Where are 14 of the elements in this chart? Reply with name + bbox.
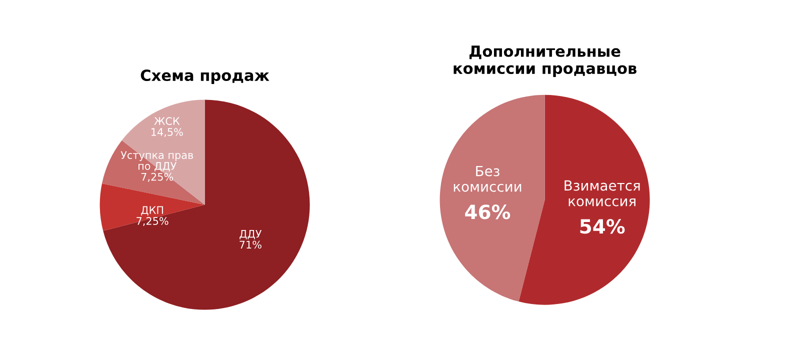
slice-label: Взимается комиссия [564,180,640,206]
slice-label: ДДУ [240,230,262,240]
data-label: 46% [465,204,510,220]
data-label: 7,25% [141,172,174,182]
slice-label: Уступка прав по ДДУ [120,151,194,172]
chart-title: Дополнительные комиссии продавцов [454,46,636,77]
slice-label: Без комиссии [454,166,522,192]
data-label: 71% [240,240,262,249]
slice-label: ЖСК [154,117,180,126]
data-label: 14,5% [152,128,183,137]
chart-title: Схема продаж [140,69,270,84]
data-label: 7,25% [136,217,168,226]
data-label: 54% [580,219,625,234]
slice-label: ДКП [141,206,163,216]
